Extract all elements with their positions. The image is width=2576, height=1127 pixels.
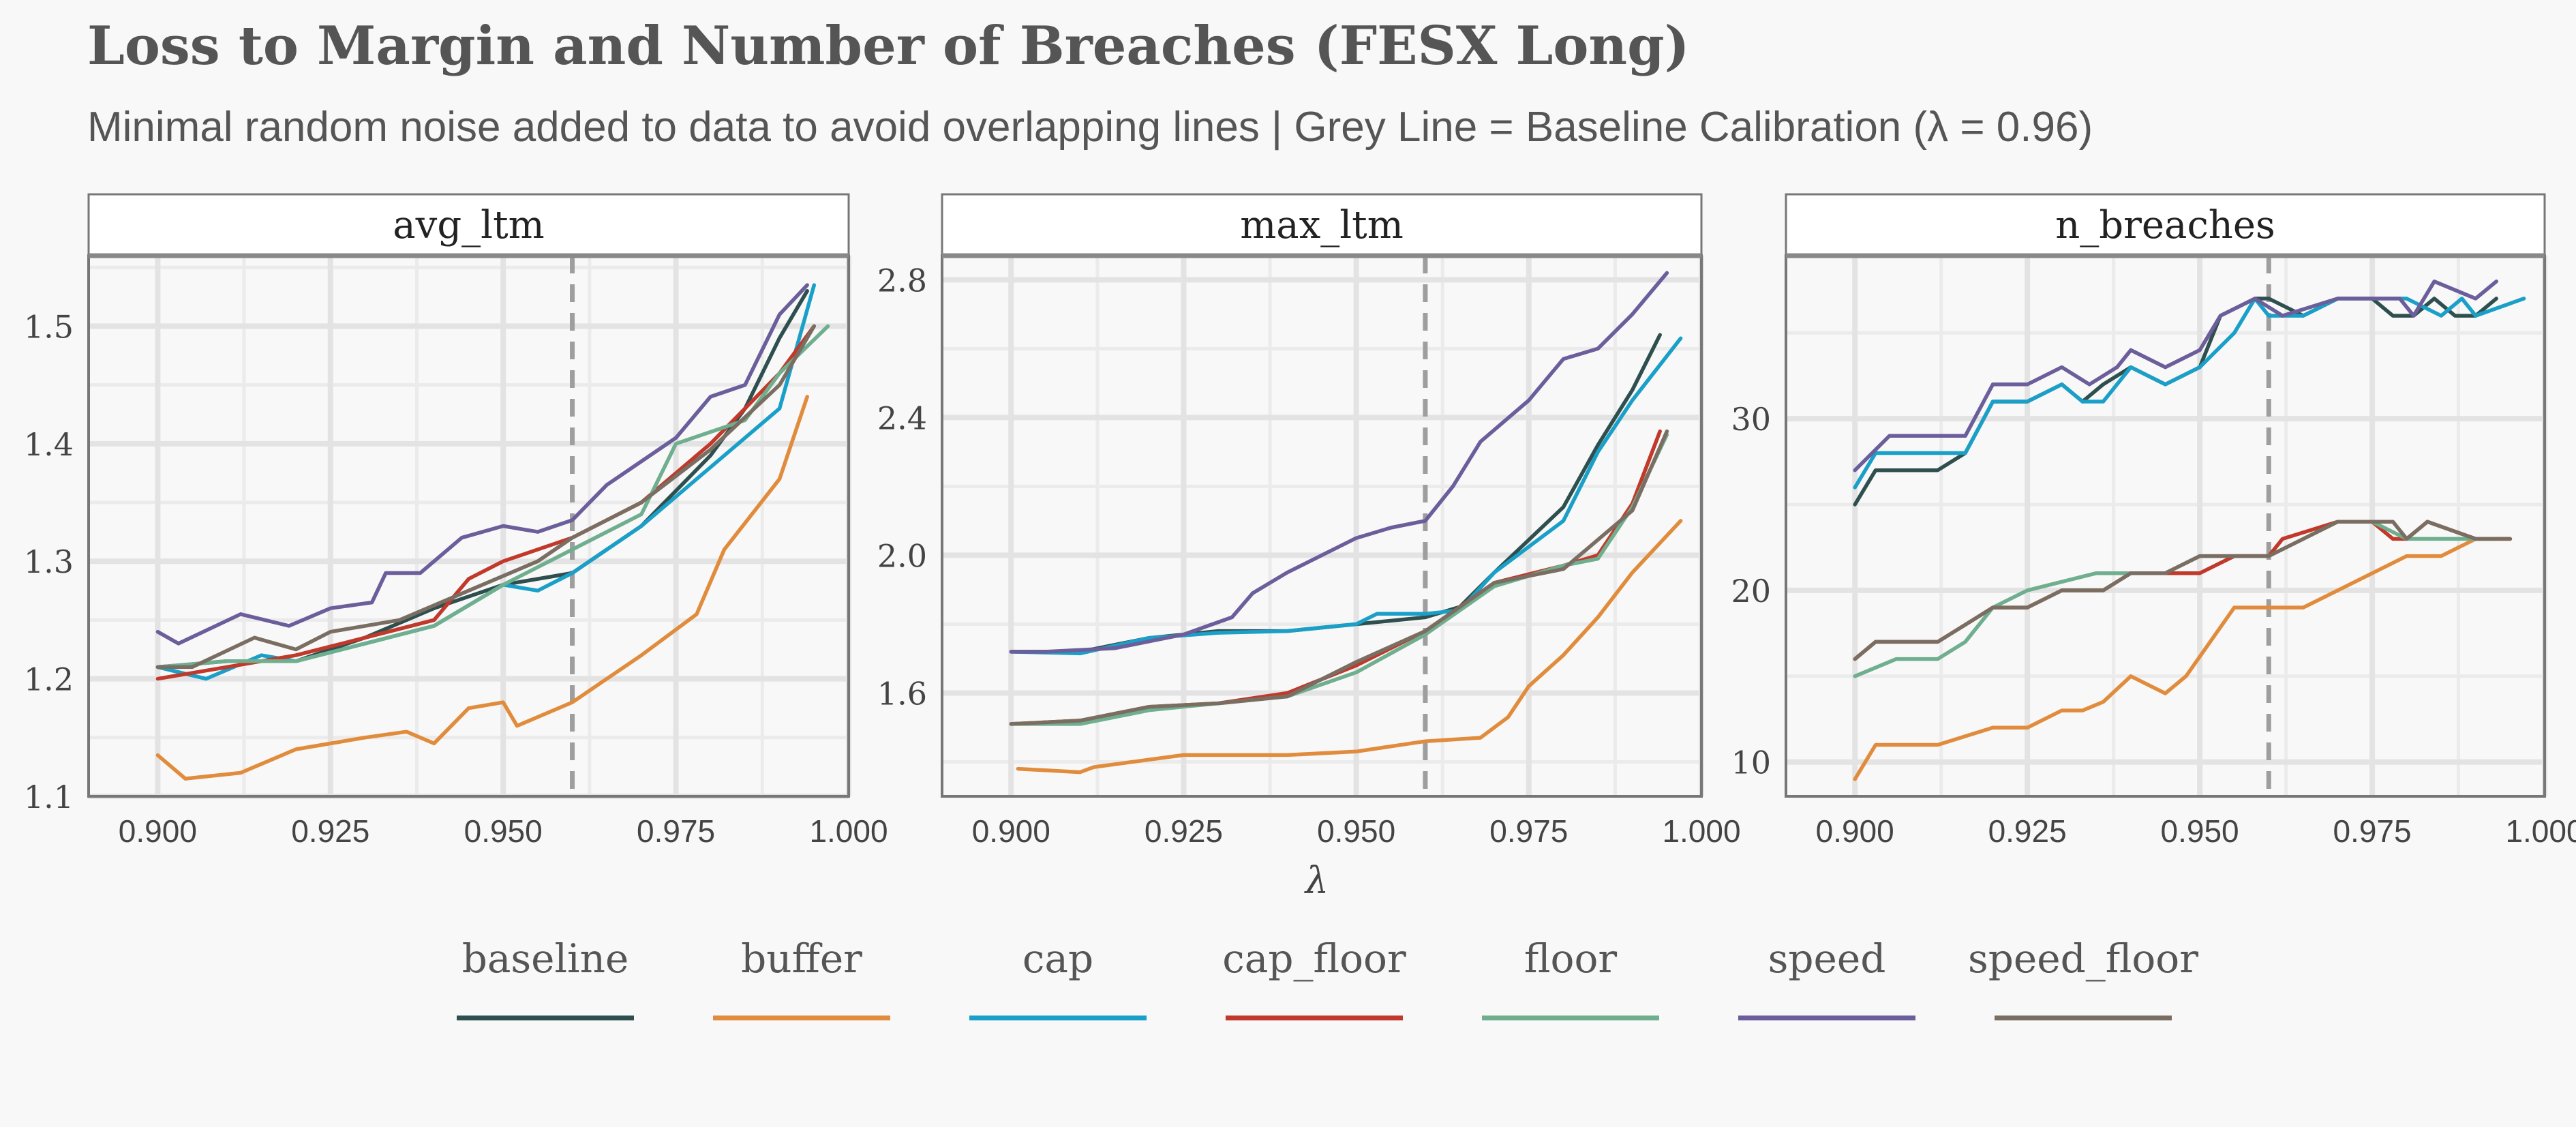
series-line-cap bbox=[1853, 297, 2526, 490]
panel-avg_ltm: avg_ltm 1.1 1.2 1.3 1.4 1.5 0.900 0.925 0.950 0.9… bbox=[24, 193, 888, 849]
series-line-speed_floor bbox=[1853, 520, 2513, 661]
series-line-buffer bbox=[1853, 537, 2513, 781]
y-tick-label: 1.4 bbox=[24, 426, 74, 463]
x-tick-label: 0.975 bbox=[2333, 813, 2411, 849]
legend-label: floor bbox=[1524, 935, 1618, 982]
y-tick-label: 10 bbox=[1731, 745, 1771, 781]
x-tick-label: 0.975 bbox=[637, 813, 715, 849]
legend-label: baseline bbox=[462, 935, 629, 982]
x-tick-label: 0.925 bbox=[1988, 813, 2067, 849]
series-line-speed bbox=[1009, 271, 1669, 654]
y-tick-label: 20 bbox=[1731, 573, 1771, 610]
x-tick-label: 1.000 bbox=[809, 813, 888, 849]
y-tick-label: 1.5 bbox=[24, 308, 74, 345]
series-line-cap bbox=[1009, 336, 1683, 656]
panel-n_breaches: n_breaches 10 20 30 0.900 0.925 0.950 0.975 1.00… bbox=[1731, 193, 2576, 849]
legend-label: speed bbox=[1768, 935, 1886, 982]
y-tick-label: 1.2 bbox=[24, 661, 74, 698]
x-axis-label: λ bbox=[1304, 859, 1329, 902]
y-tick-label: 2.4 bbox=[877, 400, 927, 436]
legend-item-floor: floor bbox=[1482, 935, 1659, 1021]
chart-title: Loss to Margin and Number of Breaches (F… bbox=[87, 15, 1690, 77]
x-tick-label: 0.900 bbox=[1816, 813, 1894, 849]
legend-item-speed: speed bbox=[1738, 935, 1915, 1021]
facet-strip bbox=[941, 193, 1703, 257]
x-tick-label: 1.000 bbox=[1662, 813, 1740, 849]
y-tick-label: 2.0 bbox=[877, 537, 927, 574]
facet-label: avg_ltm bbox=[393, 203, 544, 247]
series-line-floor bbox=[1009, 432, 1669, 726]
panel-background bbox=[942, 256, 1701, 796]
x-tick-label: 0.900 bbox=[119, 813, 197, 849]
legend-item-cap: cap bbox=[969, 935, 1147, 1021]
legend-item-baseline: baseline bbox=[457, 935, 634, 1021]
series-line-speed_floor bbox=[155, 324, 817, 670]
x-tick-label: 0.925 bbox=[291, 813, 369, 849]
series-line-speed_floor bbox=[1009, 429, 1669, 726]
x-tick-label: 0.975 bbox=[1489, 813, 1568, 849]
series-line-buffer bbox=[1016, 519, 1683, 775]
legend: baseline buffer cap cap_floor floor speed spee… bbox=[457, 935, 2198, 1021]
legend-label: speed_floor bbox=[1968, 935, 2198, 982]
x-tick-label: 0.950 bbox=[1317, 813, 1395, 849]
series-line-cap_floor bbox=[155, 324, 817, 681]
facet-label: n_breaches bbox=[2055, 203, 2275, 247]
panel-background bbox=[1786, 256, 2545, 796]
facet-panels: avg_ltm 1.1 1.2 1.3 1.4 1.5 0.900 0.925 0.950 0.9… bbox=[24, 193, 2576, 849]
x-tick-label: 0.925 bbox=[1145, 813, 1223, 849]
legend-item-cap_floor: cap_floor bbox=[1222, 935, 1406, 1021]
series-line-speed bbox=[1853, 280, 2498, 472]
facet-strip bbox=[1785, 193, 2546, 257]
x-tick-label: 1.000 bbox=[2505, 813, 2576, 849]
legend-item-buffer: buffer bbox=[713, 935, 890, 1021]
legend-label: buffer bbox=[741, 935, 862, 982]
legend-label: cap bbox=[1022, 935, 1093, 982]
x-tick-label: 0.950 bbox=[2161, 813, 2239, 849]
panel-background bbox=[89, 256, 849, 796]
facet-label: max_ltm bbox=[1240, 203, 1404, 247]
y-tick-label: 1.1 bbox=[24, 779, 74, 815]
series-line-speed bbox=[155, 283, 809, 646]
legend-label: cap_floor bbox=[1222, 935, 1406, 982]
x-tick-label: 0.900 bbox=[972, 813, 1050, 849]
x-tick-label: 0.950 bbox=[464, 813, 543, 849]
legend-item-speed_floor: speed_floor bbox=[1968, 935, 2198, 1021]
y-tick-label: 2.8 bbox=[877, 262, 927, 299]
y-tick-label: 30 bbox=[1731, 401, 1771, 438]
chart-subtitle: Minimal random noise added to data to av… bbox=[87, 104, 2093, 151]
y-tick-label: 1.6 bbox=[877, 675, 927, 712]
facet-strip bbox=[87, 193, 850, 257]
series-line-buffer bbox=[155, 395, 809, 781]
y-tick-label: 1.3 bbox=[24, 543, 74, 580]
panel-max_ltm: max_ltm 1.6 2.0 2.4 2.8 0.900 0.925 0.950 0.975 1… bbox=[877, 193, 1741, 849]
